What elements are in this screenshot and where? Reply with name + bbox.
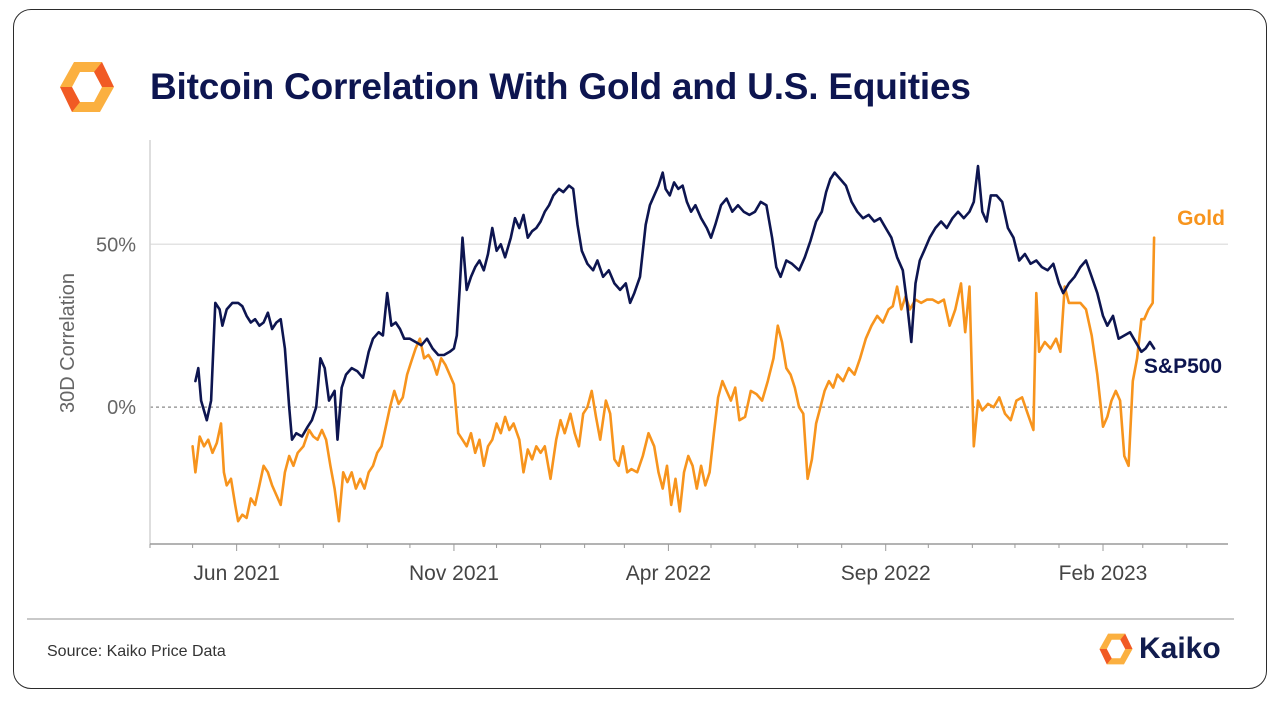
footer-divider [27, 618, 1234, 620]
x-tick-label: Sep 2022 [841, 562, 931, 585]
x-tick-label: Jun 2021 [193, 562, 279, 585]
x-tick-label: Nov 2021 [409, 562, 499, 585]
logo-light-piece [60, 62, 102, 87]
series-line-gold [191, 236, 1156, 523]
source-note: Source: Kaiko Price Data [47, 643, 226, 660]
y-tick-label: 50% [96, 234, 136, 256]
gold-series-label: Gold [1177, 207, 1225, 230]
y-axis-title: 30D Correlation [57, 273, 79, 413]
y-tick-label: 0% [107, 397, 136, 419]
brand-name: Kaiko [1139, 632, 1221, 665]
x-tick-label: Feb 2023 [1059, 562, 1148, 585]
brand-logo: Kaiko [1097, 631, 1221, 667]
logo-light-piece-2 [72, 87, 114, 112]
kaiko-logo-icon [60, 62, 114, 112]
x-tick-label: Apr 2022 [626, 562, 711, 585]
logo-dark-piece-2 [94, 62, 114, 87]
logo-dark-piece [60, 87, 80, 112]
chart-title: Bitcoin Correlation With Gold and U.S. E… [150, 66, 971, 107]
chart-card [13, 9, 1267, 689]
series-line-sp500 [194, 164, 1156, 442]
sp500-series-label: S&P500 [1144, 355, 1222, 378]
brand-icon [1099, 633, 1133, 665]
